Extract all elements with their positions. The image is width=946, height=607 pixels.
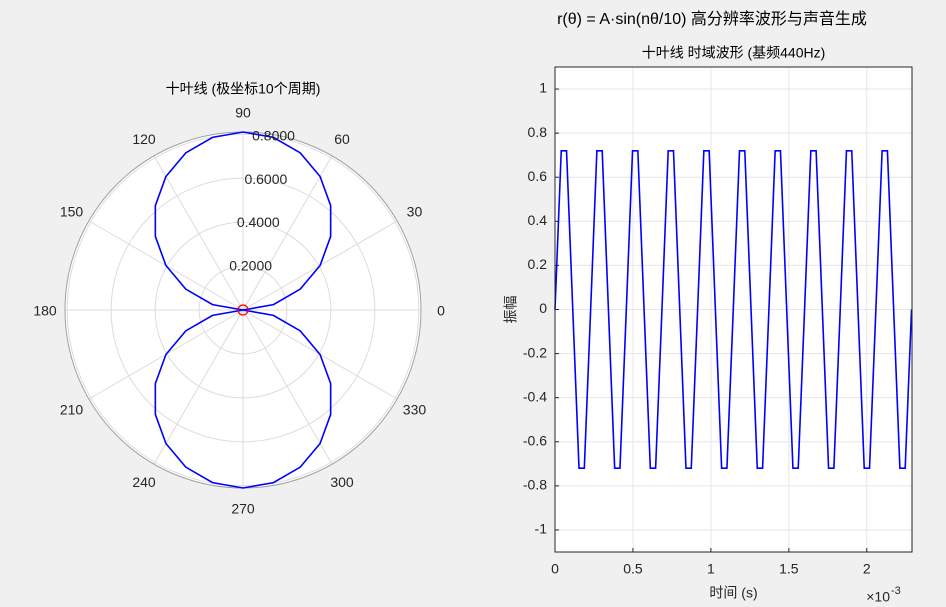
theta-tick-label: 90 bbox=[235, 105, 251, 121]
x-tick-label: 0.5 bbox=[623, 561, 643, 577]
y-axis-label: 振幅 bbox=[503, 296, 519, 324]
theta-tick-label: 240 bbox=[132, 474, 156, 490]
r-tick-label: 0.8000 bbox=[252, 128, 295, 144]
marker bbox=[237, 304, 249, 316]
x-tick-label: 0 bbox=[551, 561, 559, 577]
polar-line bbox=[154, 131, 332, 489]
x-tick-label: 2 bbox=[863, 561, 871, 577]
theta-tick-label: 270 bbox=[231, 501, 255, 517]
theta-grid-line bbox=[242, 309, 333, 465]
theta-tick-label: 30 bbox=[407, 204, 423, 220]
chart-title: 十叶线 时域波形 (基频440Hz) bbox=[642, 45, 826, 61]
y-tick-label: 0.8 bbox=[528, 124, 548, 140]
x-tick-label: 1 bbox=[707, 561, 715, 577]
theta-tick-label: 120 bbox=[132, 131, 156, 147]
r-tick-label: 0.2000 bbox=[229, 257, 272, 273]
theta-grid-line bbox=[153, 155, 244, 311]
theta-tick-label: 60 bbox=[334, 131, 350, 147]
y-tick-label: 0 bbox=[539, 300, 547, 316]
theta-tick-label: 150 bbox=[60, 204, 84, 220]
theta-tick-label: 0 bbox=[437, 303, 445, 319]
line bbox=[554, 149, 913, 470]
theta-grid-line bbox=[153, 309, 244, 465]
theta-tick-label: 210 bbox=[60, 402, 84, 418]
y-tick-label: -0.6 bbox=[523, 432, 547, 448]
chart-title: 十叶线 (极坐标10个周期) bbox=[166, 81, 321, 97]
x-tick-label: 1.5 bbox=[779, 561, 799, 577]
x-multiplier: ×10 bbox=[866, 589, 890, 605]
x-axis-label: 时间 (s) bbox=[709, 585, 757, 601]
y-tick-label: 0.2 bbox=[528, 256, 548, 272]
theta-tick-label: 180 bbox=[33, 303, 57, 319]
r-tick-label: 0.6000 bbox=[244, 171, 287, 187]
y-tick-label: -0.8 bbox=[523, 477, 547, 493]
axes-box bbox=[554, 66, 913, 553]
r-tick-label: 0.4000 bbox=[237, 214, 280, 230]
y-tick-label: -0.4 bbox=[523, 388, 547, 404]
theta-tick-label: 300 bbox=[330, 474, 354, 490]
y-tick-label: 0.4 bbox=[528, 212, 548, 228]
y-tick-label: -0.2 bbox=[523, 344, 547, 360]
y-tick-label: -1 bbox=[535, 521, 548, 537]
figure-title: r(θ) = A·sin(nθ/10) 高分辨率波形与声音生成 bbox=[557, 10, 867, 28]
x-exponent: -3 bbox=[891, 585, 901, 597]
y-tick-label: 1 bbox=[539, 80, 547, 96]
theta-tick-label: 330 bbox=[403, 402, 427, 418]
y-tick-label: 0.6 bbox=[528, 168, 548, 184]
theta-grid-line bbox=[242, 155, 333, 311]
